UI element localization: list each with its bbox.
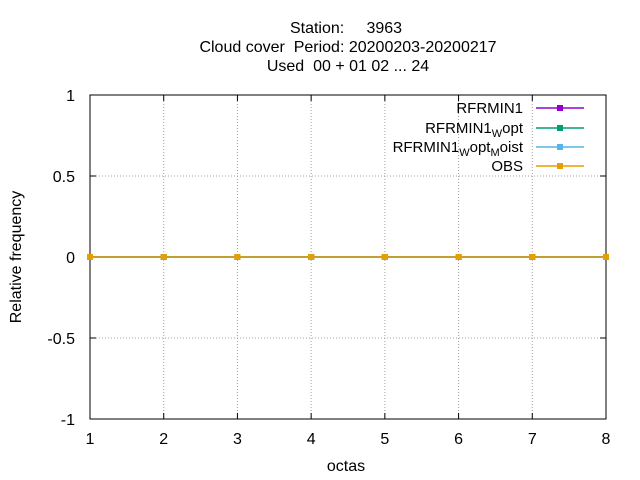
y-axis-label: Relative frequency bbox=[8, 191, 25, 324]
legend-label: RFRMIN1Wopt bbox=[425, 120, 524, 140]
data-point bbox=[234, 254, 241, 260]
legend-marker bbox=[557, 163, 563, 169]
legend-label: OBS bbox=[491, 158, 523, 175]
axis-ticks: 1 2 3 4 5 6 7 8 1 0.5 0 -0.5 -1 bbox=[47, 88, 610, 448]
series-obs-3 bbox=[87, 254, 609, 260]
data-point bbox=[455, 254, 462, 260]
legend-marker bbox=[557, 125, 563, 131]
legend-entry: RFRMIN1WoptMoist bbox=[393, 139, 584, 159]
y-tick-label: 0.5 bbox=[53, 169, 75, 186]
title-line-used: Used 00 + 01 02 ... 24 bbox=[267, 58, 429, 75]
data-point bbox=[381, 254, 388, 260]
legend-marker bbox=[557, 105, 563, 111]
legend-entry: RFRMIN1 bbox=[456, 100, 584, 117]
x-axis-label: octas bbox=[327, 458, 365, 475]
legend-entry: RFRMIN1Wopt bbox=[425, 120, 584, 140]
data-point bbox=[603, 254, 609, 260]
title-line-station: Station: 3963 bbox=[290, 20, 402, 37]
y-tick-label: -1 bbox=[61, 412, 75, 429]
series-group bbox=[87, 254, 609, 260]
data-point bbox=[308, 254, 315, 260]
y-tick-label: 1 bbox=[66, 88, 75, 105]
title-line-period: Cloud cover Period: 20200203-20200217 bbox=[199, 39, 496, 56]
legend-marker bbox=[557, 144, 563, 150]
x-tick-label: 6 bbox=[454, 431, 463, 448]
legend-label: RFRMIN1WoptMoist bbox=[393, 139, 524, 159]
data-point bbox=[529, 254, 536, 260]
y-tick-label: -0.5 bbox=[47, 331, 75, 348]
x-tick-label: 4 bbox=[307, 431, 316, 448]
x-tick-label: 5 bbox=[380, 431, 389, 448]
x-tick-label: 3 bbox=[233, 431, 242, 448]
legend-label: RFRMIN1 bbox=[456, 100, 523, 117]
x-tick-label: 7 bbox=[528, 431, 537, 448]
data-point bbox=[160, 254, 167, 260]
data-point bbox=[87, 254, 93, 260]
x-tick-label: 1 bbox=[86, 431, 95, 448]
x-tick-label: 8 bbox=[602, 431, 611, 448]
chart-title: Station: 3963 Cloud cover Period: 202002… bbox=[199, 20, 496, 75]
legend-entry: OBS bbox=[491, 158, 584, 175]
x-tick-label: 2 bbox=[159, 431, 168, 448]
y-tick-label: 0 bbox=[66, 250, 75, 267]
